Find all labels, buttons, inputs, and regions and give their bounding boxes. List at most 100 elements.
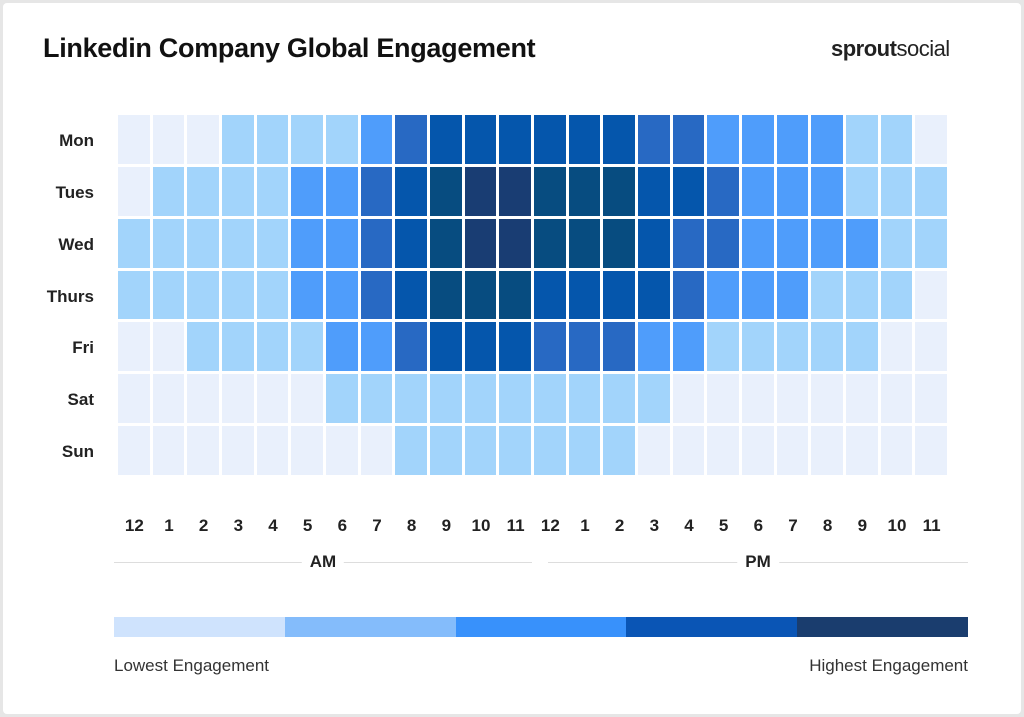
heatmap-cell [846, 270, 878, 320]
hour-label: 7 [372, 516, 382, 535]
sproutsocial-logo: sproutsocial [831, 36, 950, 61]
hour-label: 10 [471, 516, 491, 535]
heatmap-cell [672, 166, 705, 216]
heatmap-cell [742, 218, 774, 268]
chart-title: Linkedin Company Global Engagement [43, 33, 536, 63]
heatmap-cell [360, 218, 393, 268]
heatmap-cell [568, 374, 601, 424]
heatmap-cell [222, 374, 254, 424]
heatmap-cell [499, 115, 531, 164]
heatmap-cell [776, 270, 809, 320]
heatmap-cell [499, 166, 531, 216]
heatmap-cell [742, 270, 774, 320]
heatmap-cell [464, 270, 497, 320]
heatmap-cell [360, 322, 393, 372]
heatmap-cell [187, 426, 219, 475]
period-label-am: AM [301, 552, 345, 572]
heatmap-cell [811, 218, 843, 268]
heatmap-cell [256, 374, 289, 424]
heatmap-cell [846, 115, 878, 164]
heatmap-cell [187, 218, 219, 268]
hour-label: 12 [540, 516, 560, 535]
heatmap-cell [118, 115, 150, 164]
heatmap-cell [846, 426, 878, 475]
heatmap-cell [915, 374, 947, 424]
heatmap-cell [222, 426, 254, 475]
heatmap-cell [603, 218, 635, 268]
heatmap-cell [326, 322, 358, 372]
heatmap-cell [603, 115, 635, 164]
hour-label: 6 [337, 516, 348, 535]
hour-label: 4 [684, 516, 694, 535]
heatmap-cell [603, 166, 635, 216]
heatmap-cell [672, 218, 705, 268]
heatmap-cell [152, 270, 185, 320]
heatmap-cell [534, 270, 566, 320]
heatmap-cell [187, 115, 219, 164]
heatmap-cell [880, 374, 913, 424]
heatmap-cell [915, 322, 947, 372]
heatmap-cell [568, 218, 601, 268]
hour-label: 5 [302, 516, 313, 535]
heatmap-cell [152, 166, 185, 216]
heatmap-cell [499, 270, 531, 320]
heatmap-cell [742, 426, 774, 475]
heatmap-cell [256, 166, 289, 216]
heatmap-cell [776, 374, 809, 424]
heatmap-cell [499, 374, 531, 424]
heatmap-cell [534, 166, 566, 216]
heatmap-cell [707, 374, 739, 424]
heatmap-cell [187, 374, 219, 424]
hour-label: 6 [753, 516, 764, 535]
heatmap-cell [880, 322, 913, 372]
heatmap-cell [118, 426, 150, 475]
heatmap-cell [811, 374, 843, 424]
day-label: Sat [67, 390, 94, 410]
heatmap-cell [118, 218, 150, 268]
period-label-pm: PM [737, 552, 779, 572]
heatmap-cell [118, 374, 150, 424]
heatmap-cell [638, 166, 670, 216]
heatmap-cell [395, 426, 427, 475]
heatmap-cell [464, 374, 497, 424]
hour-label: 10 [887, 516, 907, 535]
heatmap-cell [915, 270, 947, 320]
heatmap-cell [534, 374, 566, 424]
heatmap-cell [742, 115, 774, 164]
heatmap-cell [222, 270, 254, 320]
heatmap-cell [430, 270, 462, 320]
heatmap-cell [846, 218, 878, 268]
heatmap-cell [152, 115, 185, 164]
heatmap-cell [291, 322, 323, 372]
heatmap-cell [395, 374, 427, 424]
hour-label: 3 [649, 516, 660, 535]
heatmap-cell [430, 322, 462, 372]
heatmap-cell [672, 115, 705, 164]
heatmap-cell [326, 270, 358, 320]
heatmap-cell [534, 322, 566, 372]
heatmap-cell [846, 374, 878, 424]
heatmap-cell [430, 218, 462, 268]
heatmap-cell [568, 166, 601, 216]
heatmap-cell [152, 374, 185, 424]
heatmap-cell [395, 166, 427, 216]
heatmap-cell [395, 115, 427, 164]
heatmap-cell [360, 115, 393, 164]
heatmap-cell [568, 322, 601, 372]
heatmap-cell [118, 322, 150, 372]
heatmap-cell [638, 322, 670, 372]
heatmap-cell [707, 166, 739, 216]
heatmap-cell [430, 374, 462, 424]
heatmap-cell [222, 322, 254, 372]
heatmap-cell [707, 270, 739, 320]
hour-label: 12 [124, 516, 144, 535]
heatmap-cell [534, 426, 566, 475]
heatmap-cell [742, 322, 774, 372]
heatmap-cell [152, 426, 185, 475]
heatmap-cell [360, 270, 393, 320]
heatmap-cell [222, 115, 254, 164]
heatmap-cell [776, 426, 809, 475]
heatmap-cell [638, 115, 670, 164]
day-label: Sun [61, 442, 94, 462]
heatmap-cell [464, 218, 497, 268]
